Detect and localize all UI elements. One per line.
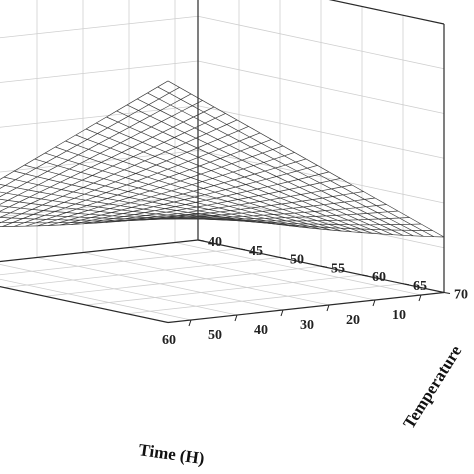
grid-line-floor-y-0 (0, 239, 199, 262)
mesh-line-temp-17 (96, 122, 373, 234)
mesh-line-temp-13 (55, 146, 332, 231)
frame-edge-4 (328, 0, 445, 25)
mesh-line-temp-22 (147, 92, 424, 237)
y-tick-mark-3 (320, 265, 328, 268)
mesh-line-temp-11 (34, 158, 311, 229)
grid-line-floor-t-0 (0, 278, 192, 321)
grid-line-left-z-6 (0, 0, 198, 2)
surface-mesh (0, 80, 445, 238)
grid-line-floor-t-1 (0, 264, 238, 316)
mesh-line-temp-15 (75, 134, 352, 233)
mesh-line-temp-18 (106, 116, 383, 235)
y-tick-mark-2 (279, 257, 287, 259)
grid-line-floor-y-3 (44, 265, 322, 297)
mesh-line-temp-23 (157, 86, 434, 238)
mesh-line-temp-9 (14, 170, 291, 227)
x-tick-mark-0 (188, 319, 192, 327)
x-tick-mark-5 (418, 294, 422, 302)
mesh-line-temp-19 (116, 110, 393, 236)
mesh-line-time-17 (2, 126, 249, 227)
y-tick-mark-1 (238, 248, 246, 251)
mesh-line-temp-8 (3, 176, 281, 226)
mesh-line-temp-12 (44, 152, 322, 230)
x-tick-mark-2 (280, 309, 284, 317)
y-tick-label-1: 45 (249, 244, 263, 259)
y-axis-title: Temperature (399, 342, 465, 433)
x-tick-label-3: 30 (300, 318, 314, 333)
mesh-line-temp-21 (137, 98, 414, 237)
mesh-line-temp-4 (0, 205, 239, 220)
y-tick-label-5: 65 (413, 279, 427, 294)
y-tick-label-4: 60 (372, 270, 386, 285)
y-tick-mark-4 (361, 274, 369, 277)
x-tick-mark-4 (372, 299, 376, 307)
grid-line-left-z-2 (0, 150, 199, 173)
x-tick-mark-3 (326, 304, 330, 312)
frame-edge-3 (0, 0, 198, 2)
x-tick-label-4: 20 (346, 313, 360, 328)
grid-line-left-z-4 (0, 60, 199, 83)
frame-edge-5 (0, 286, 169, 324)
grid-line-left-z-0 (0, 239, 199, 262)
mesh-line-temp-1 (0, 214, 209, 224)
y-tick-mark-0 (197, 239, 205, 242)
grid-line-floor-y-5 (126, 283, 404, 315)
x-tick-label-0: 60 (162, 333, 176, 348)
mesh-line-temp-16 (85, 128, 363, 233)
x-axis-title: Time (H) (137, 440, 205, 468)
x-tick-label-2: 40 (254, 323, 268, 338)
x-tick-label-5: 10 (392, 308, 406, 323)
x-tick-label-1: 50 (208, 328, 222, 343)
y-tick-label-0: 40 (208, 235, 222, 250)
mesh-line-temp-10 (24, 164, 301, 228)
y-tick-mark-5 (402, 283, 410, 286)
y-tick-label-6: 70 (454, 288, 468, 303)
mesh-line-temp-5 (0, 198, 250, 222)
grid-line-floor-y-2 (3, 257, 281, 288)
frame-edge-7 (0, 239, 199, 263)
grid-line-floor-y-1 (0, 248, 240, 276)
grid-line-left-z-3 (0, 105, 199, 128)
y-tick-label-3: 55 (331, 261, 345, 276)
grid-line-floor-y-4 (85, 274, 363, 306)
mesh-line-temp-6 (0, 191, 260, 223)
axis-ticks: 0500100015002000250030006050403020104045… (162, 235, 468, 348)
frame-edge-6 (167, 291, 445, 324)
grid-line-left-z-5 (0, 15, 199, 39)
mesh-line-temp-7 (0, 184, 270, 224)
y-tick-mark-6 (443, 292, 451, 294)
y-tick-label-2: 50 (290, 253, 304, 268)
grid (0, 0, 445, 323)
x-tick-mark-1 (234, 314, 238, 322)
mesh-line-temp-14 (65, 140, 342, 232)
mesh-line-temp-20 (126, 104, 404, 236)
mesh-line-time-24 (0, 80, 169, 180)
grid-line-left-z-1 (0, 194, 199, 218)
mesh-line-temp-24 (167, 80, 445, 238)
mesh-line-temp-0 (0, 212, 199, 227)
